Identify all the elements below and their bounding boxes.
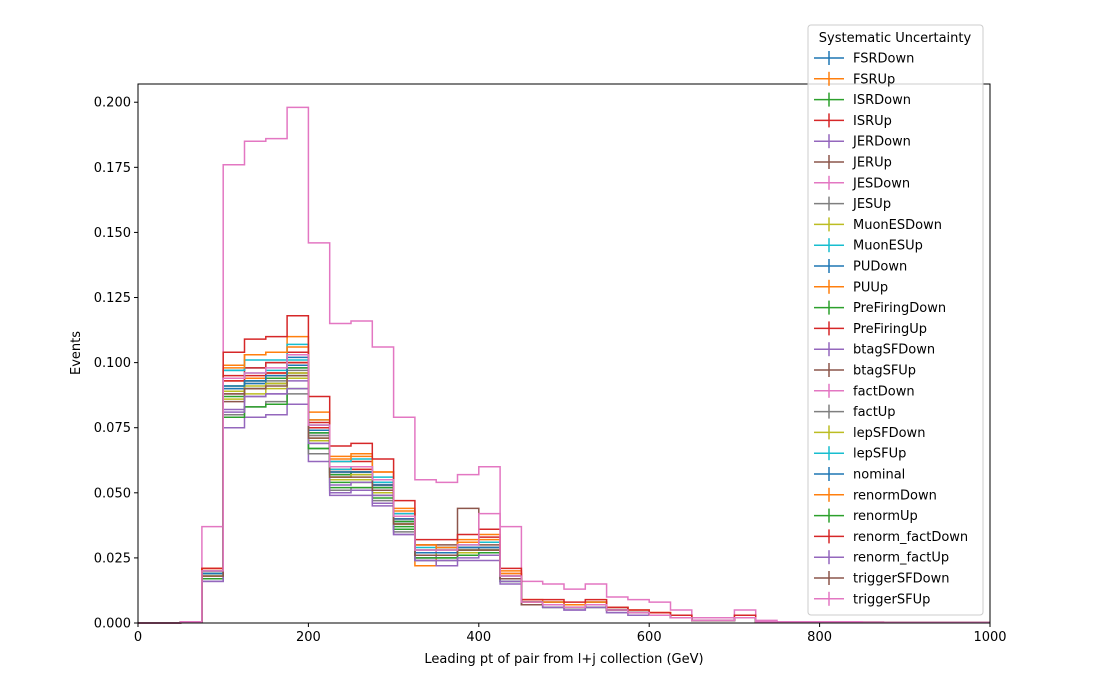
- legend-label: renorm_factDown: [853, 530, 968, 545]
- y-tick-label: 0.200: [94, 96, 131, 111]
- y-tick-label: 0.150: [94, 226, 131, 241]
- x-tick-label: 0: [134, 630, 142, 645]
- legend-label: triggerSFUp: [853, 592, 930, 607]
- legend-item-lepSFUp: lepSFUp: [814, 446, 906, 462]
- legend-item-JESDown: JESDown: [814, 175, 910, 191]
- legend-item-renorm_factDown: renorm_factDown: [814, 529, 968, 545]
- legend-label: ISRUp: [853, 114, 892, 129]
- x-tick-label: 600: [637, 630, 662, 645]
- x-tick-label: 800: [807, 630, 832, 645]
- legend-item-PreFiringDown: PreFiringDown: [814, 300, 946, 316]
- legend-label: PreFiringUp: [853, 322, 927, 337]
- legend-label: factUp: [853, 405, 896, 420]
- legend-label: renorm_factUp: [853, 551, 949, 566]
- legend-label: JERDown: [852, 135, 911, 150]
- y-tick-label: 0.050: [94, 486, 131, 501]
- legend-item-ISRDown: ISRDown: [814, 92, 911, 108]
- y-tick-label: 0.100: [94, 356, 131, 371]
- legend-label: PreFiringDown: [853, 301, 946, 316]
- legend-label: btagSFUp: [853, 364, 916, 379]
- legend-title: Systematic Uncertainty: [819, 31, 972, 46]
- x-tick-label: 200: [296, 630, 321, 645]
- legend: Systematic Uncertainty FSRDown FSRUp ISRDo…: [807, 24, 984, 616]
- x-axis: 0 200 400 600 800 1000: [134, 623, 1007, 645]
- legend-label: MuonESDown: [853, 218, 942, 233]
- legend-item-nominal: nominal: [814, 467, 905, 483]
- legend-item-PUUp: PUUp: [814, 279, 888, 295]
- legend-item-ISRUp: ISRUp: [814, 113, 892, 129]
- y-tick-label: 0.000: [94, 617, 131, 632]
- legend-item-btagSFDown: btagSFDown: [814, 342, 935, 358]
- legend-label: PUUp: [853, 280, 888, 295]
- legend-label: MuonESUp: [853, 239, 923, 254]
- legend-label: triggerSFDown: [853, 572, 949, 587]
- y-tick-label: 0.075: [94, 421, 131, 436]
- legend-label: factDown: [853, 384, 915, 399]
- series-step-triggerSFUp: [138, 354, 990, 624]
- legend-item-triggerSFDown: triggerSFDown: [814, 571, 949, 587]
- legend-label: renormDown: [853, 488, 937, 503]
- x-tick-label: 400: [466, 630, 491, 645]
- legend-item-JERDown: JERDown: [814, 134, 911, 150]
- plot-area: [137, 83, 991, 624]
- legend-label: FSRUp: [853, 72, 895, 87]
- axes-frame: [137, 83, 991, 624]
- legend-item-MuonESUp: MuonESUp: [814, 238, 923, 254]
- legend-item-renorm_factUp: renorm_factUp: [814, 550, 949, 566]
- legend-label: JERUp: [852, 156, 892, 171]
- legend-label: ISRDown: [853, 93, 911, 108]
- legend-item-factDown: factDown: [814, 383, 915, 399]
- legend-item-btagSFUp: btagSFUp: [814, 363, 916, 379]
- legend-item-renormDown: renormDown: [814, 487, 937, 503]
- y-tick-label: 0.175: [94, 161, 131, 176]
- legend-item-triggerSFUp: triggerSFUp: [814, 591, 930, 607]
- legend-item-MuonESDown: MuonESDown: [814, 217, 942, 233]
- legend-label: JESUp: [852, 197, 891, 212]
- legend-box: [807, 24, 984, 616]
- x-axis-label: Leading pt of pair from l+j collection (…: [424, 652, 703, 667]
- legend-item-JESUp: JESUp: [814, 196, 891, 212]
- legend-item-PreFiringUp: PreFiringUp: [814, 321, 927, 337]
- legend-item-lepSFDown: lepSFDown: [814, 425, 925, 441]
- legend-label: lepSFDown: [853, 426, 925, 441]
- legend-item-factUp: factUp: [814, 404, 896, 420]
- legend-items: FSRDown FSRUp ISRDown ISRUp JERDown JERUp JESD…: [814, 51, 968, 607]
- legend-item-FSRDown: FSRDown: [814, 51, 914, 67]
- legend-item-PUDown: PUDown: [814, 259, 907, 275]
- y-tick-label: 0.025: [94, 551, 131, 566]
- legend-label: lepSFUp: [853, 447, 906, 462]
- legend-label: JESDown: [852, 176, 910, 191]
- series-layer: [138, 106, 990, 624]
- y-tick-label: 0.125: [94, 291, 131, 306]
- legend-label: FSRDown: [853, 52, 914, 67]
- legend-label: PUDown: [853, 260, 907, 275]
- y-axis: 0.000 0.025 0.050 0.075 0.100 0.125 0.150 0.175…: [94, 96, 138, 632]
- x-tick-label: 1000: [973, 630, 1006, 645]
- legend-item-renormUp: renormUp: [814, 508, 918, 524]
- legend-item-FSRUp: FSRUp: [814, 71, 895, 87]
- legend-label: nominal: [853, 468, 905, 483]
- legend-item-JERUp: JERUp: [814, 155, 892, 171]
- legend-label: btagSFDown: [853, 343, 935, 358]
- y-axis-label: Events: [69, 331, 84, 375]
- legend-label: renormUp: [853, 509, 918, 524]
